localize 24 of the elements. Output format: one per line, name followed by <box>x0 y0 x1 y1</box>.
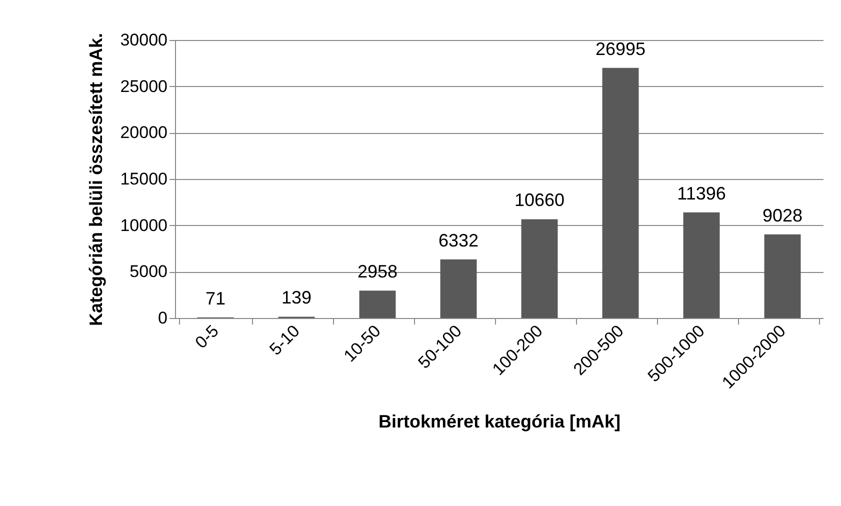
bar <box>764 234 801 318</box>
x-tick-label: 0-5 <box>192 321 222 352</box>
data-label: 2958 <box>357 262 398 282</box>
bar <box>521 219 558 318</box>
data-label: 6332 <box>438 230 479 250</box>
data-label: 11396 <box>677 183 726 204</box>
y-tick-label: 5000 <box>130 262 168 282</box>
data-label: 71 <box>205 288 226 308</box>
bar <box>440 259 477 318</box>
y-tick-label: 25000 <box>120 76 168 96</box>
y-tick-label: 0 <box>158 308 168 328</box>
data-label: 139 <box>281 288 312 308</box>
data-label: 9028 <box>762 205 803 226</box>
x-axis-title: Birtokméret kategória [mAk] <box>378 412 621 432</box>
y-axis-title: Kategórián belüli összesített mAk. <box>86 32 106 326</box>
bar <box>602 68 639 318</box>
y-tick-label: 10000 <box>120 216 168 235</box>
y-tick-label: 15000 <box>120 170 168 188</box>
bar <box>683 212 720 318</box>
y-tick-label: 30000 <box>120 30 168 50</box>
bar <box>359 290 396 318</box>
data-label: 26995 <box>595 38 646 59</box>
y-tick-label: 20000 <box>120 123 168 142</box>
data-label: 10660 <box>514 190 565 210</box>
